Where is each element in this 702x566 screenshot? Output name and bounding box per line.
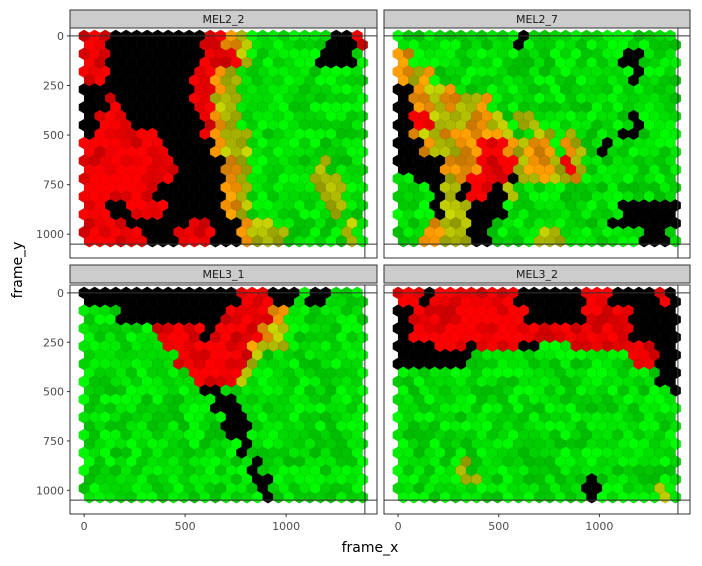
facet-strip-label: MEL2_7 — [516, 13, 558, 26]
x-tick-label: 1000 — [585, 520, 613, 533]
panel-border — [69, 27, 378, 259]
x-tick-label: 0 — [395, 520, 402, 533]
x-tick-label: 0 — [81, 520, 88, 533]
facet-panel-mel2-2: MEL2_2 0 250 500 750 1000 — [36, 9, 378, 259]
facet-panel-mel3-1: MEL3_1 0 250 500 750 1000 0 500 1000 — [36, 264, 378, 533]
x-tick-label: 500 — [175, 520, 196, 533]
y-axis-title: frame_y — [10, 242, 26, 299]
y-tick-label: 250 — [43, 80, 64, 93]
x-tick-label: 500 — [488, 520, 509, 533]
hex-tiles — [392, 286, 682, 504]
y-tick-label: 0 — [57, 287, 64, 300]
y-tick-label: 500 — [43, 386, 64, 399]
facet-panel-mel2-7: MEL2_7 — [383, 9, 691, 259]
panel-border — [383, 284, 691, 515]
panel-border — [383, 27, 691, 259]
y-tick-label: 1000 — [36, 484, 64, 497]
y-tick-label: 750 — [43, 435, 64, 448]
y-tick-label: 0 — [57, 30, 64, 43]
hex-tiles — [78, 29, 369, 248]
y-tick-label: 750 — [43, 179, 64, 192]
facet-strip-label: MEL3_1 — [202, 268, 244, 281]
hex-tiles — [78, 286, 369, 504]
hex-tiles — [392, 29, 682, 248]
panel-border — [69, 284, 378, 515]
facet-strip — [383, 264, 691, 284]
y-tick-label: 250 — [43, 336, 64, 349]
y-tick-label: 1000 — [36, 228, 64, 241]
y-tick-label: 500 — [43, 129, 64, 142]
x-axis-title: frame_x — [342, 540, 399, 556]
facet-strip-label: MEL2_2 — [202, 13, 244, 26]
facet-strip-label: MEL3_2 — [516, 268, 558, 281]
x-tick-label: 1000 — [272, 520, 300, 533]
facet-strip — [69, 264, 378, 284]
facet-panel-mel3-2: MEL3_2 0 500 1000 — [383, 264, 691, 533]
